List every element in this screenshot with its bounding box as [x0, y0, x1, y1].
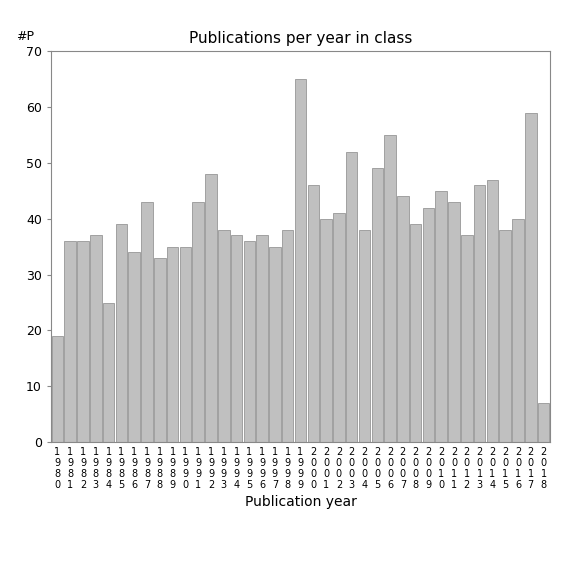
- Bar: [52, 336, 63, 442]
- Bar: [422, 208, 434, 442]
- Bar: [218, 230, 230, 442]
- Bar: [141, 202, 153, 442]
- Bar: [500, 230, 511, 442]
- Bar: [103, 303, 115, 442]
- Bar: [244, 241, 255, 442]
- Bar: [154, 258, 166, 442]
- Bar: [397, 196, 409, 442]
- Bar: [448, 202, 460, 442]
- Bar: [65, 241, 76, 442]
- Bar: [90, 235, 101, 442]
- Title: Publications per year in class: Publications per year in class: [189, 31, 412, 46]
- Bar: [346, 151, 357, 442]
- Bar: [474, 185, 485, 442]
- Bar: [512, 219, 524, 442]
- Bar: [269, 247, 281, 442]
- Bar: [129, 252, 140, 442]
- Bar: [77, 241, 89, 442]
- Bar: [167, 247, 179, 442]
- Bar: [333, 213, 345, 442]
- Bar: [192, 202, 204, 442]
- Bar: [461, 235, 472, 442]
- Bar: [486, 180, 498, 442]
- Bar: [256, 235, 268, 442]
- Bar: [410, 225, 421, 442]
- Bar: [307, 185, 319, 442]
- Bar: [282, 230, 294, 442]
- Bar: [180, 247, 191, 442]
- Bar: [295, 79, 306, 442]
- Bar: [231, 235, 242, 442]
- Bar: [116, 225, 127, 442]
- Bar: [525, 112, 536, 442]
- Text: #P: #P: [16, 30, 34, 43]
- Bar: [384, 135, 396, 442]
- Bar: [359, 230, 370, 442]
- Bar: [205, 174, 217, 442]
- Bar: [371, 168, 383, 442]
- X-axis label: Publication year: Publication year: [244, 495, 357, 509]
- Bar: [435, 191, 447, 442]
- Bar: [538, 403, 549, 442]
- Bar: [320, 219, 332, 442]
